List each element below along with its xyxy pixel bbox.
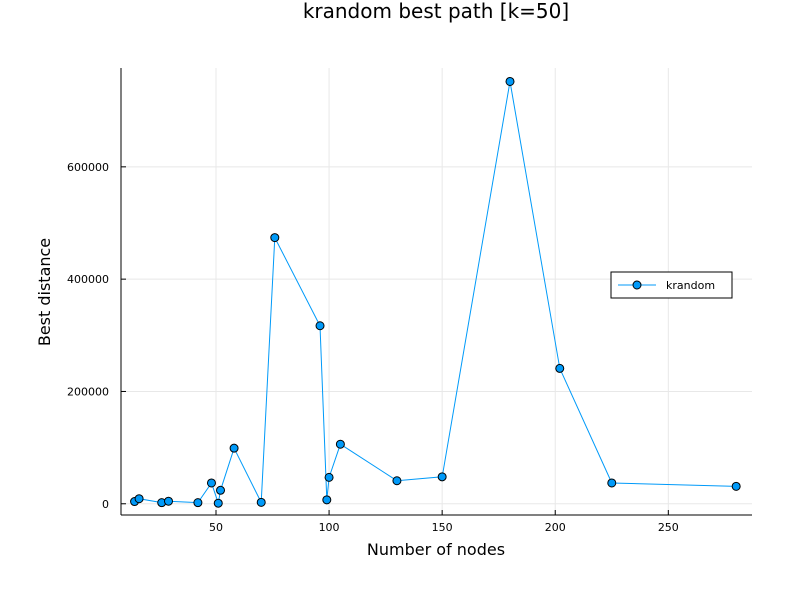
data-point bbox=[206, 478, 216, 488]
tick-labels: 50 100 150 200 250 0 200000 400000 600000 bbox=[67, 161, 679, 534]
x-tick-label: 250 bbox=[658, 521, 679, 534]
data-point bbox=[324, 472, 334, 482]
x-tick-label: 100 bbox=[319, 521, 340, 534]
data-point bbox=[216, 485, 226, 495]
data-point bbox=[256, 497, 266, 507]
x-axis-label: Number of nodes bbox=[367, 540, 505, 559]
data-point bbox=[607, 478, 617, 488]
data-point bbox=[555, 363, 565, 373]
x-tick-label: 200 bbox=[545, 521, 566, 534]
legend: krandom bbox=[610, 271, 733, 299]
y-tick-label: 400000 bbox=[67, 273, 109, 286]
legend-marker bbox=[632, 280, 642, 290]
chart-title: krandom best path [k=50] bbox=[303, 0, 569, 23]
data-point bbox=[322, 495, 332, 505]
axes bbox=[120, 68, 752, 516]
y-tick-label: 600000 bbox=[67, 161, 109, 174]
y-axis-label: Best distance bbox=[35, 238, 54, 346]
data-point bbox=[229, 443, 239, 453]
y-tick-label: 200000 bbox=[67, 385, 109, 398]
x-tick-label: 150 bbox=[432, 521, 453, 534]
data-point bbox=[270, 233, 280, 243]
data-point bbox=[437, 472, 447, 482]
y-tick-label: 0 bbox=[102, 498, 109, 511]
data-point bbox=[731, 481, 741, 491]
data-point bbox=[163, 496, 173, 506]
data-point bbox=[315, 321, 325, 331]
data-point bbox=[134, 494, 144, 504]
data-point bbox=[335, 439, 345, 449]
data-point bbox=[392, 476, 402, 486]
series-krandom bbox=[130, 76, 741, 508]
data-point bbox=[193, 498, 203, 508]
legend-label: krandom bbox=[666, 279, 715, 292]
data-point bbox=[213, 498, 223, 508]
data-point bbox=[505, 76, 515, 86]
x-tick-label: 50 bbox=[209, 521, 223, 534]
